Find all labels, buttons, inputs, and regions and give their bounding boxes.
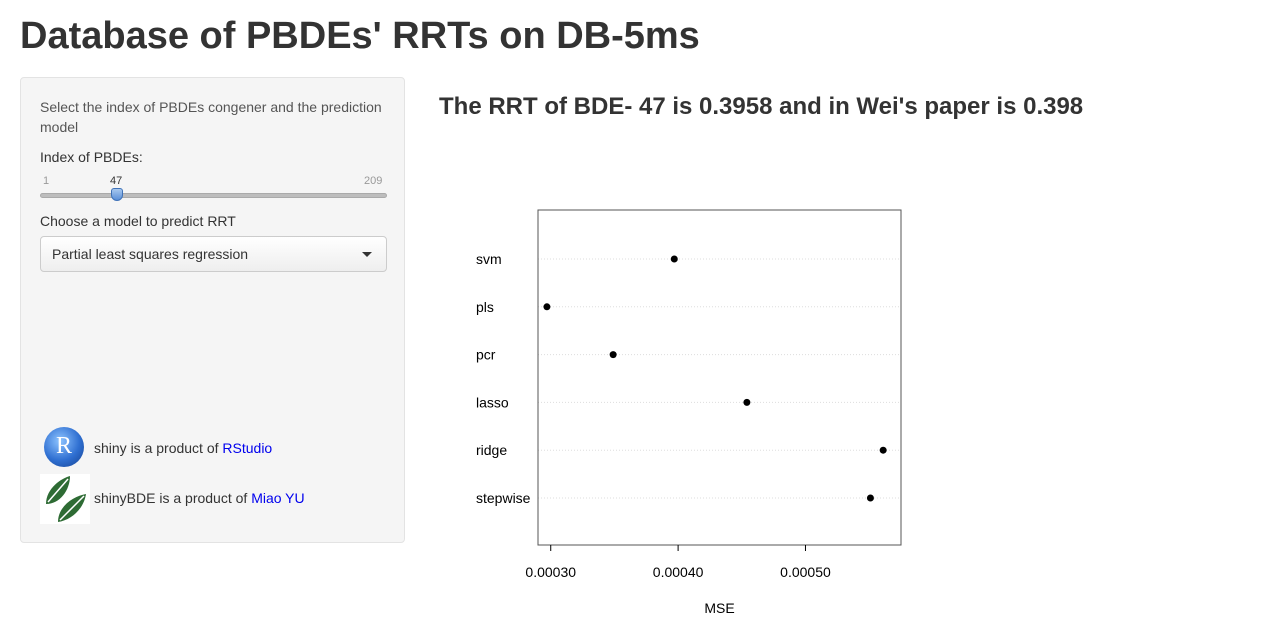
slider-value-label: 47 [110, 175, 123, 187]
result-text: The RRT of BDE- 47 is 0.3958 and in Wei'… [439, 93, 1084, 120]
mse-dotchart: svm pls pcr lasso ridge stepwise 0.00030 0.0004… [430, 190, 930, 625]
rstudio-link[interactable]: RStudio [222, 440, 273, 456]
slider-track[interactable] [40, 193, 387, 198]
chevron-down-icon [362, 252, 372, 257]
leaf-logo-icon [40, 474, 90, 524]
y-category-label: lasso [476, 394, 509, 410]
chart-svg: svm pls pcr lasso ridge stepwise 0.00030 0.0004… [476, 209, 902, 616]
model-select-value: Partial least squares regression [52, 246, 249, 262]
plot-frame [537, 209, 902, 546]
data-point [609, 351, 617, 359]
y-category-label: svm [476, 251, 502, 267]
x-tick-label: 0.00040 [653, 564, 704, 580]
x-tick-label: 0.00050 [780, 564, 831, 580]
x-tick-label: 0.00030 [525, 564, 576, 580]
instructions-text: Select the index of PBDEs congener and t… [40, 99, 382, 135]
credit-miaoyu-text: shinyBDE is a product of [94, 490, 252, 506]
slider-handle[interactable] [111, 188, 123, 201]
sidebar-panel: Select the index of PBDEs congener and t… [20, 77, 405, 543]
data-point [670, 255, 678, 263]
x-axis-label: MSE [704, 600, 734, 616]
slider-label: Index of PBDEs: [40, 149, 143, 165]
y-category-label: pcr [476, 347, 496, 363]
y-category-label: ridge [476, 442, 507, 458]
r-logo-icon: R [44, 427, 84, 467]
slider-max-label: 209 [364, 175, 383, 187]
model-select-label: Choose a model to predict RRT [40, 213, 236, 229]
credit-rstudio-text: shiny is a product of [94, 440, 223, 456]
y-category-label: pls [476, 299, 494, 315]
slider-min-label: 1 [43, 175, 50, 187]
data-point [879, 446, 887, 454]
page-title: Database of PBDEs' RRTs on DB-5ms [20, 15, 700, 57]
y-category-label: stepwise [476, 490, 531, 506]
credit-miaoyu: shinyBDE is a product of Miao YU [40, 474, 380, 526]
miaoyu-link[interactable]: Miao YU [251, 490, 305, 506]
data-point [543, 303, 551, 311]
data-point [866, 494, 874, 502]
model-select[interactable]: Partial least squares regression [40, 236, 387, 272]
data-point [743, 398, 751, 406]
credit-rstudio: R shiny is a product of RStudio [40, 427, 380, 469]
